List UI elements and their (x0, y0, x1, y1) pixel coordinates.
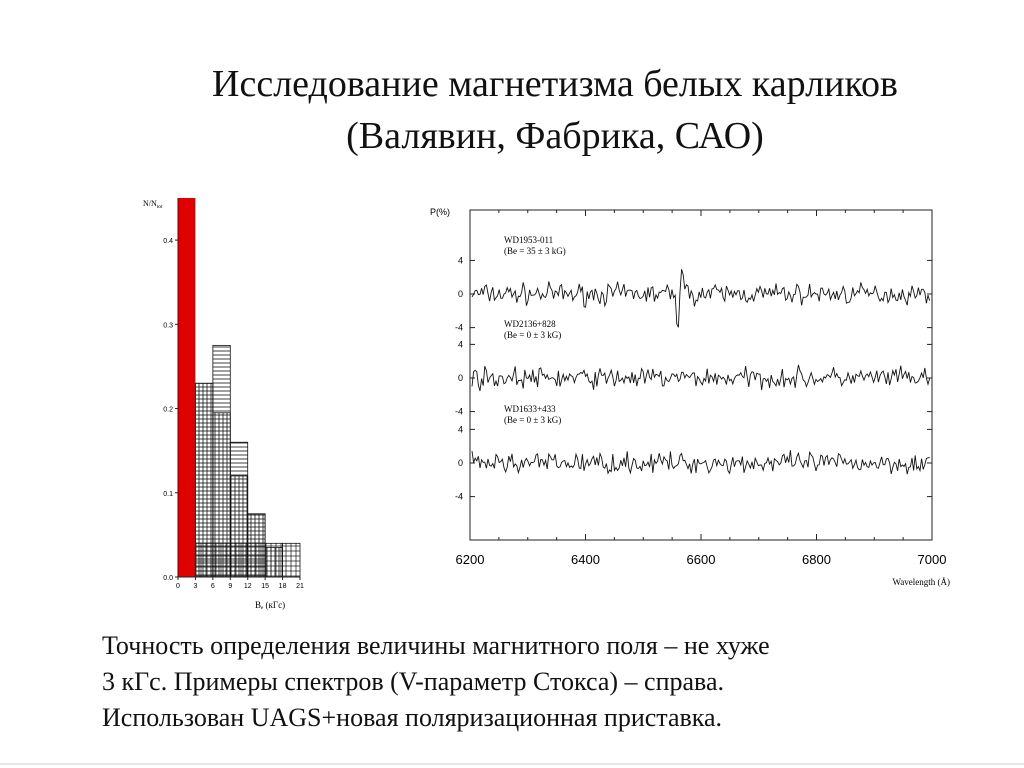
spectrum-field-label: (Be = 0 ± 3 kG) (504, 330, 561, 340)
spectra-x-tick-label: 6200 (456, 552, 485, 567)
body-line-2: 3 кГс. Примеры спектров (V-параметр Сток… (102, 667, 724, 696)
spectrum-1 (471, 364, 931, 392)
hist-x-tick-label: 18 (279, 583, 287, 590)
spectrum-name-label: WD1633+433 (504, 404, 556, 414)
spectra-y-tick-label: 4 (458, 255, 463, 265)
title-line-1: Исследование магнетизма белых карликов (212, 63, 898, 105)
spectra-y-tick-label: 4 (458, 339, 463, 349)
spectra-y-tick-label: 0 (458, 373, 463, 383)
slide-title: Исследование магнетизма белых карликов (… (0, 58, 1024, 162)
spectra-y-tick-label: -4 (455, 323, 463, 333)
hist-bar-solid-0 (178, 198, 196, 577)
spectrum-line-WD1633+433 (471, 450, 930, 475)
hist-bar-grid-hatch-5 (264, 542, 283, 578)
spectra-y-tick-label: -4 (455, 492, 463, 502)
hist-bar-grid-hatch-6 (282, 542, 301, 578)
spectra-x-axis-label: Wavelength (Å) (892, 577, 950, 587)
spectra-x-tick-label: 6600 (687, 552, 716, 567)
hist-y-tick-label: 0.1 (163, 491, 173, 498)
hist-y-tick-label: 0.2 (163, 407, 173, 414)
hist-x-tick-label: 21 (296, 583, 304, 590)
spectrum-2 (471, 450, 930, 475)
spectra-y-axis-label: P(%) (430, 207, 450, 217)
spectrum-name-label: WD2136+828 (504, 319, 556, 329)
slide-body-text: Точность определения величины магнитного… (102, 628, 1002, 736)
spectra-frame (469, 209, 933, 541)
spectrum-name-label: WD1953-011 (504, 235, 553, 245)
field-histogram-chart: 0.0 0.1 0.2 0.3 0.4 0 3 6 9 12 15 18 21 N/Ntot Bₑ (кГс… (143, 198, 304, 610)
hist-bar-grid-hatch-1 (195, 542, 214, 578)
spectra-y-tick-label: 4 (458, 424, 463, 434)
hist-y-axis-label: N/Ntot (143, 199, 163, 210)
spectra-y-tick-label: -4 (455, 407, 463, 417)
hist-bar-grid-hatch-2 (212, 542, 231, 578)
hist-x-tick-label: 9 (228, 583, 232, 590)
spectrum-0 (471, 269, 931, 328)
hist-bar-grid-hatch-4 (247, 542, 266, 578)
hist-y-tick-label: 0.0 (163, 575, 173, 582)
hist-y-tick-label: 0.4 (163, 238, 173, 245)
spectrum-line-WD1953-011 (471, 269, 931, 328)
spectrum-line-WD2136+828 (471, 364, 931, 392)
hist-x-tick-label: 12 (244, 583, 252, 590)
hist-x-axis-label: Bₑ (кГс) (255, 600, 285, 610)
body-line-3: Использован UAGS+новая поляризационная п… (102, 703, 723, 732)
spectra-x-tick-label: 6800 (802, 552, 831, 567)
hist-y-tick-label: 0.3 (163, 322, 173, 329)
spectra-x-tick-label: 7000 (918, 552, 947, 567)
spectra-y-tick-label: 0 (458, 289, 463, 299)
hist-x-tick-label: 0 (176, 583, 180, 590)
hist-x-tick-label: 3 (193, 583, 197, 590)
slide-bottom-divider (0, 763, 1024, 765)
body-line-1: Точность определения величины магнитного… (102, 631, 770, 660)
stokes-v-spectra-chart: 6200 6400 6600 6800 7000 4 0 -4 4 0 -4 4 0 -4 WD1953-0… (430, 207, 950, 587)
title-line-2: (Валявин, Фабрика, САО) (346, 115, 764, 157)
spectrum-field-label: (Be = 0 ± 3 kG) (504, 415, 561, 425)
hist-x-tick-label: 15 (261, 583, 269, 590)
spectra-y-tick-label: 0 (458, 458, 463, 468)
spectrum-field-label: (Be = 35 ± 3 kG) (504, 246, 566, 256)
hist-bar-horizontal-hatch-2 (212, 344, 231, 578)
spectra-x-tick-label: 6400 (571, 552, 600, 567)
hist-bar-grid-hatch-3 (229, 542, 249, 578)
hist-x-tick-label: 6 (211, 583, 215, 590)
